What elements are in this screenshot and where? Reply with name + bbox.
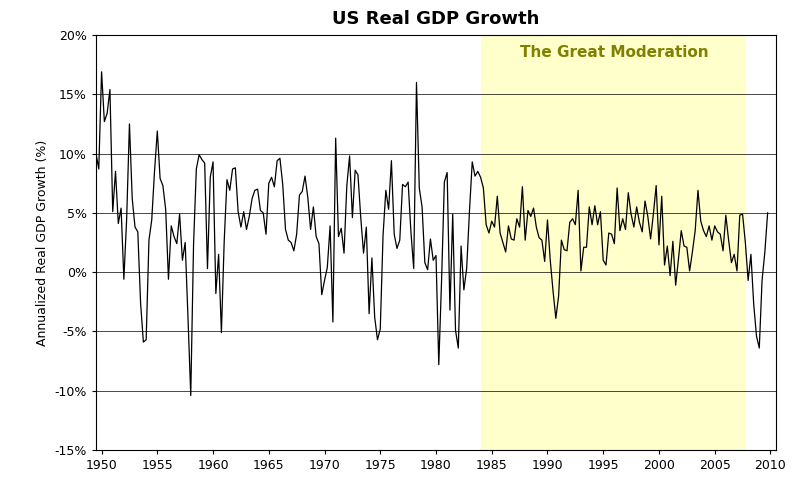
Bar [481,35,746,450]
Y-axis label: Annualized Real GDP Growth (%): Annualized Real GDP Growth (%) [36,140,49,346]
Title: US Real GDP Growth: US Real GDP Growth [332,10,540,28]
Text: The Great Moderation: The Great Moderation [520,46,709,60]
